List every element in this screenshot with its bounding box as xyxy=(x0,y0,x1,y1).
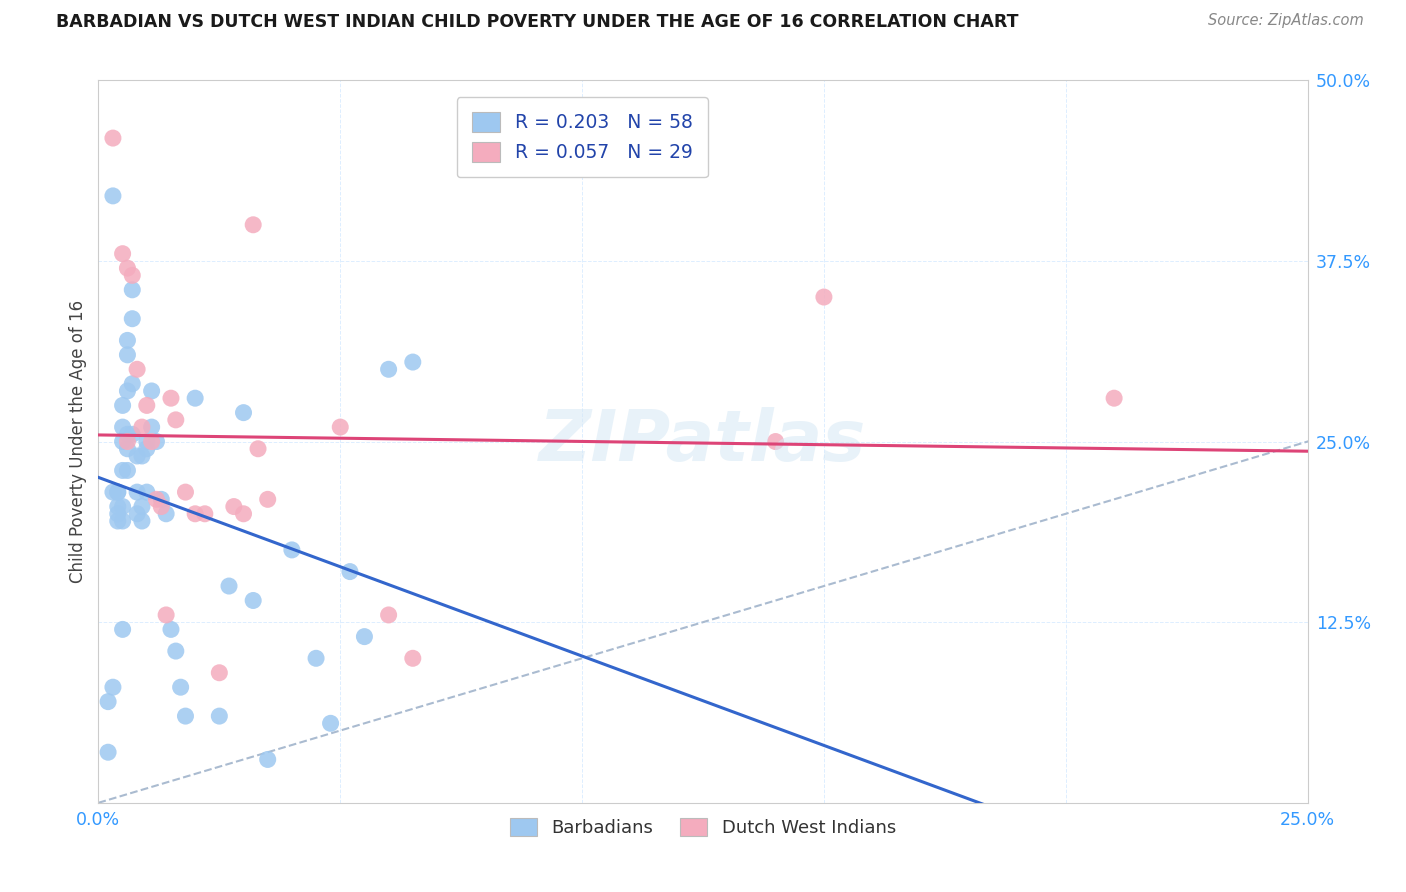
Point xyxy=(127,449,149,463)
Point xyxy=(256,752,278,766)
Point xyxy=(127,362,149,376)
Point xyxy=(339,565,361,579)
Point xyxy=(101,485,124,500)
Point xyxy=(232,406,254,420)
Point xyxy=(117,427,139,442)
Point xyxy=(111,463,134,477)
Point xyxy=(101,680,124,694)
Point xyxy=(256,492,278,507)
Point xyxy=(150,500,173,514)
Point xyxy=(135,398,157,412)
Point xyxy=(141,434,163,449)
Point xyxy=(402,355,425,369)
Point xyxy=(184,391,207,405)
Point xyxy=(145,492,167,507)
Point xyxy=(174,485,197,500)
Point xyxy=(107,514,129,528)
Point xyxy=(117,334,139,348)
Point xyxy=(160,623,183,637)
Point xyxy=(222,500,245,514)
Point xyxy=(247,442,270,456)
Point xyxy=(353,630,375,644)
Point xyxy=(765,434,787,449)
Point xyxy=(117,442,139,456)
Point xyxy=(111,434,134,449)
Point xyxy=(101,131,124,145)
Point xyxy=(165,644,187,658)
Text: ZIPatlas: ZIPatlas xyxy=(540,407,866,476)
Point xyxy=(169,680,191,694)
Point xyxy=(305,651,328,665)
Point xyxy=(377,362,399,376)
Legend: Barbadians, Dutch West Indians: Barbadians, Dutch West Indians xyxy=(503,811,903,845)
Point xyxy=(155,607,177,622)
Point xyxy=(281,542,304,557)
Point xyxy=(111,514,134,528)
Point xyxy=(117,384,139,398)
Point xyxy=(127,485,149,500)
Text: Source: ZipAtlas.com: Source: ZipAtlas.com xyxy=(1208,13,1364,29)
Point xyxy=(160,391,183,405)
Point xyxy=(121,268,143,283)
Point xyxy=(121,427,143,442)
Point xyxy=(111,398,134,412)
Y-axis label: Child Poverty Under the Age of 16: Child Poverty Under the Age of 16 xyxy=(69,300,87,583)
Point xyxy=(242,593,264,607)
Point xyxy=(107,500,129,514)
Point xyxy=(111,246,134,260)
Point xyxy=(121,376,143,391)
Point xyxy=(150,492,173,507)
Point xyxy=(242,218,264,232)
Point xyxy=(402,651,425,665)
Point xyxy=(208,665,231,680)
Point xyxy=(145,434,167,449)
Point xyxy=(141,420,163,434)
Point xyxy=(131,500,153,514)
Point xyxy=(135,442,157,456)
Point xyxy=(1102,391,1125,405)
Point xyxy=(131,449,153,463)
Point xyxy=(155,507,177,521)
Point xyxy=(232,507,254,521)
Point xyxy=(135,434,157,449)
Point xyxy=(208,709,231,723)
Point xyxy=(121,283,143,297)
Point xyxy=(135,485,157,500)
Point xyxy=(174,709,197,723)
Point xyxy=(184,507,207,521)
Point xyxy=(111,500,134,514)
Point xyxy=(107,507,129,521)
Point xyxy=(131,420,153,434)
Point xyxy=(111,623,134,637)
Point xyxy=(131,514,153,528)
Point xyxy=(329,420,352,434)
Point xyxy=(107,485,129,500)
Point xyxy=(107,485,129,500)
Point xyxy=(319,716,342,731)
Text: BARBADIAN VS DUTCH WEST INDIAN CHILD POVERTY UNDER THE AGE OF 16 CORRELATION CHA: BARBADIAN VS DUTCH WEST INDIAN CHILD POV… xyxy=(56,13,1019,31)
Point xyxy=(101,189,124,203)
Point xyxy=(117,261,139,276)
Point xyxy=(117,463,139,477)
Point xyxy=(121,311,143,326)
Point xyxy=(117,434,139,449)
Point xyxy=(111,420,134,434)
Point xyxy=(141,384,163,398)
Point xyxy=(813,290,835,304)
Point xyxy=(127,507,149,521)
Point xyxy=(97,695,120,709)
Point xyxy=(97,745,120,759)
Point xyxy=(165,413,187,427)
Point xyxy=(218,579,240,593)
Point xyxy=(377,607,399,622)
Point xyxy=(117,348,139,362)
Point xyxy=(194,507,217,521)
